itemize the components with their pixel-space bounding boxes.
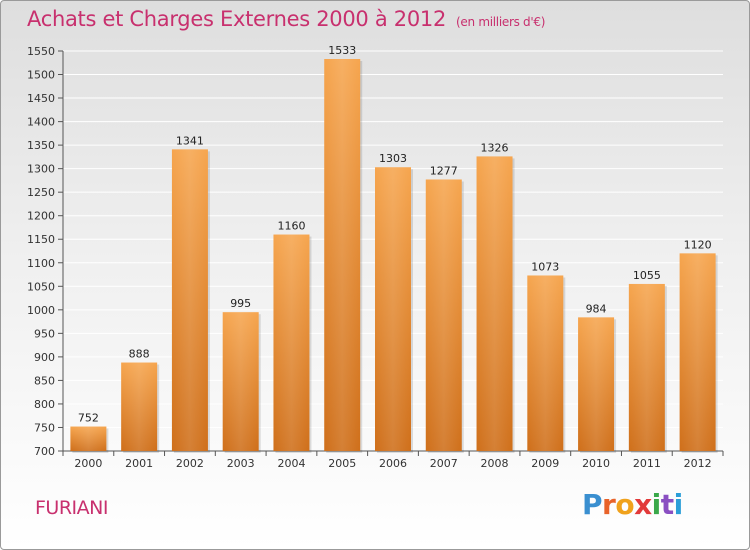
y-tick-label: 1050 [27,280,55,293]
x-tick-label: 2001 [125,457,153,470]
x-tick-label: 2003 [227,457,255,470]
bars [70,59,718,454]
bar-shine [171,149,208,451]
y-tick-label: 750 [34,421,55,434]
bar-shine [70,426,107,451]
data-label: 1073 [531,260,559,273]
data-label: 1277 [430,164,458,177]
x-tick-label: 2006 [379,457,407,470]
data-label: 1120 [684,238,712,251]
data-label: 1160 [277,220,305,233]
chart-subtitle: (en milliers d'€) [456,15,546,29]
y-tick-label: 1500 [27,69,55,82]
data-label: 1341 [176,134,204,147]
y-tick-label: 1450 [27,92,55,105]
data-label: 1055 [633,269,661,282]
x-tick-label: 2011 [633,457,661,470]
bar-2000 [70,426,109,453]
y-tick-label: 1550 [27,45,55,58]
y-tick-label: 1100 [27,257,55,270]
y-tick-label: 1250 [27,186,55,199]
x-tick-label: 2005 [328,457,356,470]
bar-shine [121,362,158,451]
bar-2005 [324,59,363,453]
y-tick-label: 950 [34,327,55,340]
data-labels: 752 888 1341 995 1160 1533 1303 1277 1326 1073 984… [78,44,712,425]
bar-shine [679,253,716,451]
x-tick-label: 2007 [430,457,458,470]
y-tick-label: 1000 [27,304,55,317]
chart-title: Achats et Charges Externes 2000 à 2012 (e… [27,7,545,31]
data-label: 984 [586,302,607,315]
bar-2012 [679,253,718,453]
y-tick-label: 800 [34,398,55,411]
x-tick-label: 2004 [277,457,305,470]
bar-2010 [578,317,617,453]
bar-2001 [121,362,160,453]
bar-2008 [476,156,515,454]
y-tick-label: 1300 [27,163,55,176]
y-tick-label: 900 [34,351,55,364]
x-tick-label: 2008 [481,457,509,470]
data-label: 995 [230,297,251,310]
bar-2009 [527,275,566,453]
data-label: 1533 [328,44,356,57]
x-tick-label: 2010 [582,457,610,470]
x-tick-label: 2000 [74,457,102,470]
proxiti-logo: Proxiti [582,488,683,521]
x-tick-label: 2002 [176,457,204,470]
x-axis-ticks: 2000 2001 2002 2003 2004 2005 2006 2007 2008 2009… [62,451,724,470]
y-tick-label: 850 [34,374,55,387]
y-tick-label: 1150 [27,233,55,246]
y-tick-label: 1350 [27,139,55,152]
bar-shine [476,156,513,452]
bar-shine [324,59,361,451]
x-tick-label: 2009 [531,457,559,470]
bar-2002 [171,149,210,453]
y-tick-label: 700 [34,445,55,458]
y-tick-label: 1200 [27,210,55,223]
data-label: 888 [129,348,150,361]
bar-shine [578,317,615,451]
bar-shine [222,312,259,451]
y-tick-label: 1400 [27,116,55,129]
chart-title-text: Achats et Charges Externes 2000 à 2012 [27,7,447,31]
bar-shine [375,167,411,451]
y-axis-ticks: 700 750 800 850 900 950 1000 1050 1100 1150 1200 12… [27,45,63,458]
bar-shine [527,275,564,451]
bar-shine [425,179,462,451]
data-label: 1326 [481,141,509,154]
bar-shine [273,234,310,451]
data-label: 752 [78,412,99,425]
x-tick-label: 2012 [684,457,712,470]
bar-2007 [425,179,464,453]
bar-2006 [375,167,413,453]
bar-2011 [628,283,667,453]
bar-2004 [273,234,312,453]
commune-name: FURIANI [35,497,108,519]
data-label: 1303 [379,152,407,165]
bar-2003 [222,312,261,453]
bar-shine [628,283,665,451]
